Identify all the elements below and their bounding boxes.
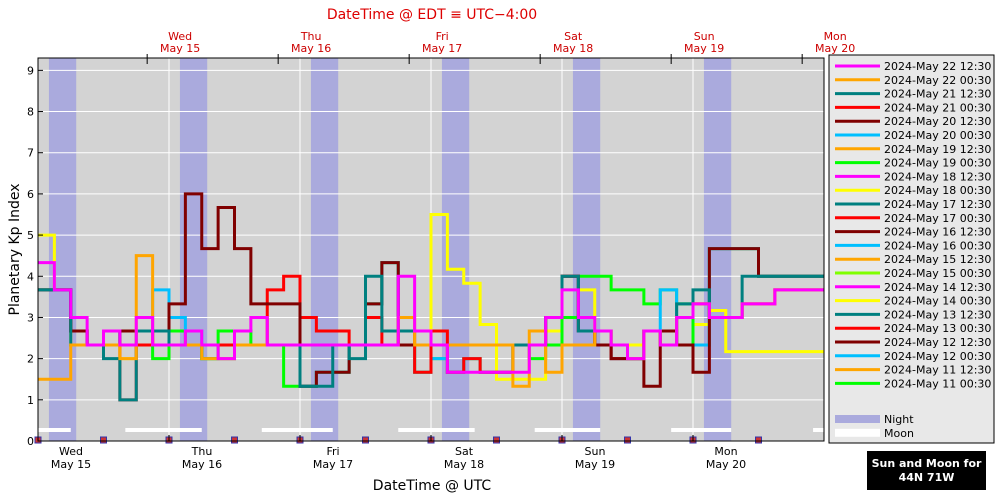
top-day-label: Thu — [300, 30, 322, 43]
bottom-day-label: Thu — [191, 445, 213, 458]
y-tick-label: 7 — [27, 147, 34, 160]
moon-marker — [493, 436, 500, 444]
bottom-day-label: Mon — [714, 445, 737, 458]
legend-label: 2024-May 14 00:30 — [884, 295, 991, 308]
legend-label: 2024-May 16 12:30 — [884, 226, 991, 239]
legend-label: 2024-May 11 00:30 — [884, 377, 991, 390]
top-date-label: May 15 — [160, 42, 200, 55]
legend-label: 2024-May 14 12:30 — [884, 281, 991, 294]
y-tick-label: 3 — [27, 311, 34, 324]
legend-label: 2024-May 20 12:30 — [884, 115, 991, 128]
legend-label: 2024-May 22 00:30 — [884, 74, 991, 87]
top-day-label: Mon — [824, 30, 847, 43]
y-axis-label: Planetary Kp Index — [7, 183, 23, 315]
moon-marker — [100, 436, 107, 444]
moon-marker — [624, 436, 631, 444]
legend-swatch-extra — [835, 428, 880, 437]
legend-label: 2024-May 17 00:30 — [884, 212, 991, 225]
y-tick-label: 6 — [27, 188, 34, 201]
x-axis-label: DateTime @ UTC — [373, 478, 492, 494]
legend-label: 2024-May 11 12:30 — [884, 364, 991, 377]
top-day-label: Sat — [564, 30, 583, 43]
legend-label: 2024-May 18 00:30 — [884, 184, 991, 197]
top-date-label: May 16 — [291, 42, 331, 55]
location-box: Sun and Moon for 44N 71W — [867, 451, 986, 490]
top-day-label: Sun — [694, 30, 715, 43]
moon-marker — [231, 436, 238, 444]
legend-label: 2024-May 13 00:30 — [884, 322, 991, 335]
legend-label: 2024-May 17 12:30 — [884, 198, 991, 211]
night-band — [572, 58, 601, 441]
y-tick-label: 4 — [27, 270, 34, 283]
kp-series-line — [38, 261, 824, 374]
legend-label: 2024-May 15 12:30 — [884, 253, 991, 266]
legend-label: 2024-May 19 12:30 — [884, 143, 991, 156]
legend-label: 2024-May 16 00:30 — [884, 239, 991, 252]
bottom-day-label: Sun — [585, 445, 606, 458]
legend-label: 2024-May 18 12:30 — [884, 170, 991, 183]
y-tick-label: 1 — [27, 394, 34, 407]
bottom-day-label: Sat — [455, 445, 474, 458]
bottom-date-label: May 16 — [182, 458, 222, 471]
legend-label-extra: Night — [884, 413, 914, 426]
top-date-label: May 19 — [684, 42, 724, 55]
y-tick-label: 2 — [27, 353, 34, 366]
location-line1: Sun and Moon for — [871, 456, 982, 470]
legend-box — [828, 54, 995, 444]
top-day-label: Fri — [436, 30, 449, 43]
y-tick-label: 0 — [27, 435, 34, 448]
top-date-label: May 18 — [553, 42, 593, 55]
bottom-date-label: May 19 — [575, 458, 615, 471]
legend-label: 2024-May 20 00:30 — [884, 129, 991, 142]
bottom-day-label: Fri — [326, 445, 339, 458]
legend-label: 2024-May 22 12:30 — [884, 60, 991, 73]
legend-label: 2024-May 21 12:30 — [884, 88, 991, 101]
legend-label: 2024-May 19 00:30 — [884, 157, 991, 170]
bottom-date-label: May 17 — [313, 458, 353, 471]
legend-label: 2024-May 15 00:30 — [884, 267, 991, 280]
legend-label: 2024-May 12 00:30 — [884, 350, 991, 363]
y-tick-label: 8 — [27, 106, 34, 119]
top-date-label: May 20 — [815, 42, 855, 55]
bottom-date-label: May 18 — [444, 458, 484, 471]
chart-title: DateTime @ EDT ≡ UTC−4:00 — [327, 7, 537, 23]
location-line2: 44N 71W — [898, 470, 955, 484]
moon-marker — [362, 436, 369, 444]
legend-label: 2024-May 21 00:30 — [884, 101, 991, 114]
top-day-label: Wed — [168, 30, 192, 43]
legend-label: 2024-May 13 12:30 — [884, 308, 991, 321]
bottom-date-label: May 15 — [51, 458, 91, 471]
legend-label: 2024-May 12 12:30 — [884, 336, 991, 349]
moon-marker — [755, 436, 762, 444]
top-date-label: May 17 — [422, 42, 462, 55]
y-tick-label: 9 — [27, 64, 34, 77]
bottom-date-label: May 20 — [706, 458, 746, 471]
legend-swatch-extra — [835, 415, 880, 423]
y-tick-label: 5 — [27, 229, 34, 242]
legend-label-extra: Moon — [884, 427, 914, 440]
bottom-day-label: Wed — [59, 445, 83, 458]
